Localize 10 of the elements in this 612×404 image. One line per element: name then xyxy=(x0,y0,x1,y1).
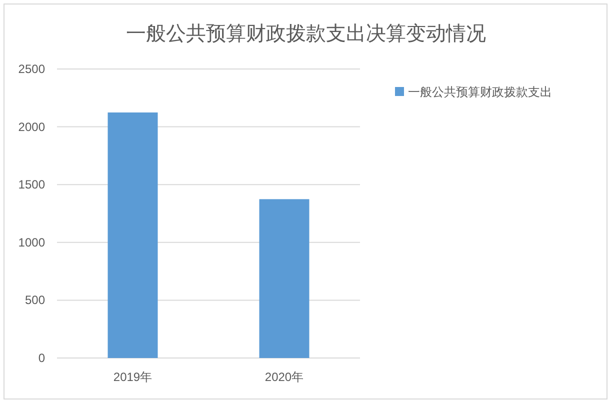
y-tick-label: 1500 xyxy=(18,178,46,192)
y-tick-label: 2000 xyxy=(18,120,46,134)
chart-title: 一般公共预算财政拨款支出决算变动情况 xyxy=(126,23,486,45)
y-tick-label: 2500 xyxy=(18,62,46,76)
x-tick-label: 2020年 xyxy=(264,370,304,384)
x-tick-label: 2019年 xyxy=(113,370,152,384)
y-tick-label: 1000 xyxy=(18,235,46,250)
y-tick-label: 0 xyxy=(38,351,46,365)
y-tick-label: 500 xyxy=(24,293,46,308)
legend-label: 一般公共预算财政拨款支出 xyxy=(408,85,552,99)
